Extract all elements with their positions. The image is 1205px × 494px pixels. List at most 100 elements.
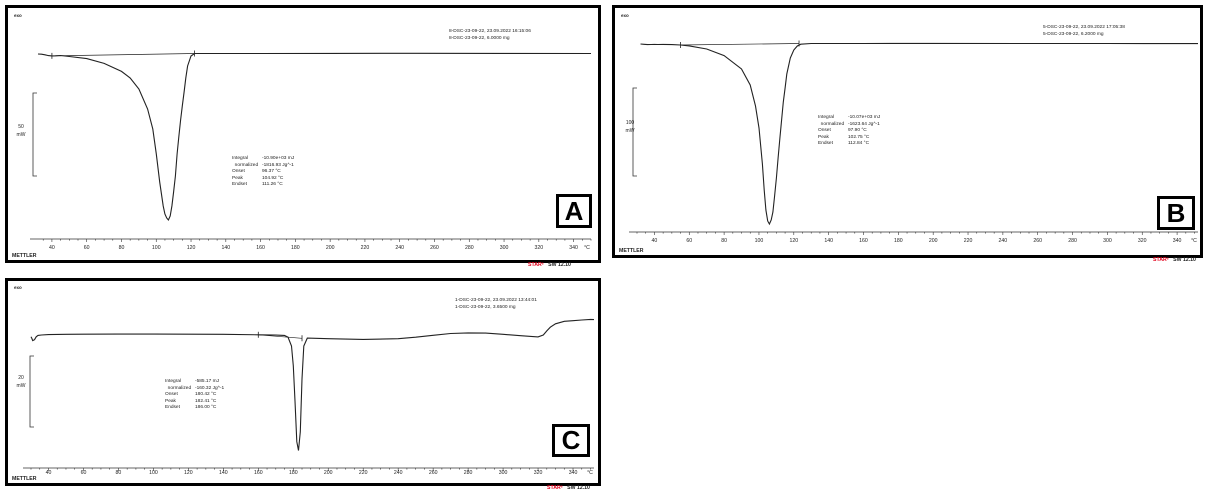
x-tick-label: 300 — [499, 245, 509, 251]
result-row: Integral -10.90e+03 mJ — [232, 156, 294, 163]
result-row: Integral -10.07e+03 mJ — [818, 115, 880, 122]
result-key: Endset — [818, 141, 833, 147]
header-line: 8-DSC-23-09-22, 6.0000 mg — [449, 36, 510, 41]
exo-label: exo — [14, 13, 22, 18]
x-tick-label: 180 — [894, 238, 903, 244]
header-line: 1-DSC-23-09-22, 23.09.2022 13:44:01 — [455, 298, 537, 303]
result-value: 104.92 °C — [262, 175, 284, 181]
x-tick-label: 260 — [1033, 238, 1043, 244]
x-tick-label: 40 — [49, 245, 55, 251]
x-tick-label: 80 — [721, 238, 727, 244]
x-tick-label: 120 — [789, 238, 799, 244]
x-tick-label: 260 — [428, 470, 438, 476]
result-row: normalized -1623.64 Jg^-1 — [818, 122, 880, 129]
result-row: Endset 111.26 °C — [232, 182, 294, 189]
x-tick-label: 320 — [534, 245, 544, 251]
x-tick-label: 280 — [463, 470, 473, 476]
y-scale-label: 50 mW — [10, 123, 32, 139]
x-unit-label: °C — [584, 245, 590, 251]
y-scale-unit: mW — [16, 132, 26, 138]
result-value: -1816.93 Jg^-1 — [262, 162, 294, 168]
footer-vendor: METTLER — [12, 476, 37, 482]
x-tick-label: 260 — [430, 245, 439, 251]
x-tick-label: 340 — [569, 245, 578, 251]
footer-vendor: METTLER — [619, 248, 644, 254]
x-tick-label: 160 — [859, 238, 868, 244]
result-value: -1623.64 Jg^-1 — [848, 121, 880, 127]
x-tick-label: 160 — [253, 470, 263, 476]
measurement-header: 5-DSC-23-09-22, 23.09.2022 17:05:38 5-DS… — [1043, 24, 1125, 38]
y-scale-label: 20 mW — [10, 374, 32, 390]
x-tick-label: 200 — [325, 245, 335, 251]
result-row: normalized -160.32 Jg^-1 — [165, 386, 225, 393]
x-tick-label: 180 — [288, 470, 298, 476]
exo-label: exo — [14, 285, 22, 290]
x-tick-label: 100 — [754, 238, 764, 244]
result-key: Peak — [165, 398, 176, 404]
result-value: 111.26 °C — [262, 182, 283, 188]
dsc-curve — [37, 52, 592, 222]
result-key: Integral — [818, 115, 834, 120]
x-tick-label: 180 — [291, 245, 300, 251]
y-scale-bar — [32, 92, 37, 177]
panel-letter: C — [552, 424, 590, 457]
y-scale-value: 100 — [625, 120, 635, 126]
result-value: -585.17 mJ — [195, 379, 219, 384]
result-key: Integral — [232, 156, 248, 161]
result-row: Onset 180.42 °C — [165, 392, 224, 399]
x-tick-label: 140 — [824, 238, 833, 244]
result-value: 186.00 °C — [195, 405, 217, 411]
result-key: Peak — [818, 134, 829, 140]
result-key: Endset — [232, 182, 247, 188]
software-version: SW 12.10 — [567, 485, 590, 491]
footer-software: STARᵉ SW 12.10 — [547, 476, 590, 494]
y-scale-value: 20 — [18, 375, 24, 381]
result-value: -10.90e+03 mJ — [262, 156, 295, 161]
result-row: Peak 182.41 °C — [165, 399, 224, 406]
x-tick-label: 200 — [928, 238, 938, 244]
x-tick-label: 140 — [219, 470, 228, 476]
x-tick-label: 240 — [998, 238, 1008, 244]
baseline-line — [680, 43, 800, 46]
result-row: Endset 186.00 °C — [165, 405, 224, 412]
header-line: 8-DSC-23-09-22, 23.09.2022 16:15:06 — [449, 29, 531, 34]
result-key: Onset — [818, 128, 831, 134]
x-tick-label: 40 — [45, 470, 52, 476]
x-tick-label: 280 — [464, 245, 474, 251]
x-tick-label: 200 — [323, 470, 333, 476]
result-value: 96.37 °C — [262, 169, 281, 175]
x-tick-label: 120 — [184, 470, 193, 476]
result-value: 180.42 °C — [195, 392, 217, 398]
result-value: -10.07e+03 mJ — [848, 115, 881, 120]
result-row: Endset 112.84 °C — [818, 141, 880, 148]
measurement-header: 1-DSC-23-09-22, 23.09.2022 13:44:01 1-DS… — [455, 297, 537, 311]
exo-label: exo — [621, 13, 629, 18]
result-key: Onset — [165, 392, 178, 398]
x-tick-label: 340 — [568, 470, 578, 476]
result-key: Onset — [232, 169, 245, 175]
result-value: 97.90 °C — [848, 128, 867, 134]
x-tick-label: 320 — [1137, 238, 1147, 244]
software-star: STARᵉ — [528, 262, 544, 268]
baseline-line — [51, 53, 195, 57]
result-row: Onset 96.37 °C — [232, 169, 294, 176]
result-value: 112.84 °C — [848, 141, 870, 147]
x-tick-label: 300 — [1103, 238, 1112, 244]
x-tick-label: 40 — [651, 238, 658, 244]
dsc-curve — [640, 42, 1199, 226]
dsc-curve — [30, 318, 595, 451]
x-unit-label: °C — [1191, 238, 1197, 244]
x-tick-label: 100 — [149, 470, 158, 476]
panel-letter: A — [556, 194, 592, 228]
x-tick-label: 80 — [118, 245, 125, 251]
x-tick-label: 320 — [533, 470, 543, 476]
header-line: 5-DSC-23-09-22, 23.09.2022 17:05:38 — [1043, 25, 1125, 30]
x-tick-label: 240 — [393, 470, 403, 476]
panel-letter: B — [1157, 196, 1195, 230]
panel-a: exo 8-DSC-23-09-22, 23.09.2022 16:15:06 … — [5, 5, 601, 268]
software-version: SW 12.10 — [548, 262, 571, 268]
dsc-plot — [23, 318, 595, 471]
results-table: Integral -10.90e+03 mJ normalized -1816.93… — [232, 156, 294, 189]
y-scale-bar — [632, 87, 637, 177]
x-tick-label: 340 — [1172, 238, 1182, 244]
